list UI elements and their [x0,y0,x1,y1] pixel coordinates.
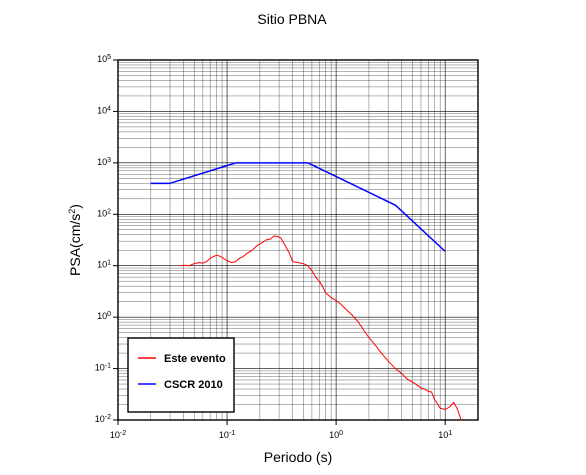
y-axis-title-end: ) [67,204,83,209]
legend-label-cscr-2010: CSCR 2010 [164,379,223,391]
y-axis-title-main: PSA(cm/s [67,214,83,276]
y-tick-labels: 10-2 10-1 100 101 102 103 104 105 [95,54,111,425]
y-axis-title-superscript: 2 [67,209,77,214]
y-tick-label: 100 [97,311,111,322]
x-axis-title: Periodo (s) [264,449,332,465]
y-axis-title: PSA(cm/s2) [67,204,83,276]
x-tick-label: 101 [438,430,452,441]
y-tick-label: 10-2 [95,414,111,425]
x-tick-label: 10-2 [110,430,126,441]
y-tick-label: 10-1 [95,362,111,373]
y-tick-label: 101 [97,259,111,270]
legend-box [127,337,235,413]
y-tick-label: 104 [97,105,111,116]
y-tick-label: 105 [97,54,111,65]
series-line-cscr-2010 [150,162,446,252]
chart-title: Sitio PBNA [257,11,327,27]
x-tick-label: 100 [329,430,343,441]
y-tick-label: 102 [97,208,111,219]
series-line-este-evento [179,235,462,421]
x-tick-label: 10-1 [219,430,235,441]
legend-label-este-evento: Este evento [164,353,226,365]
plot-frame [117,59,479,421]
y-tick-label: 103 [97,156,111,167]
axis-ticks [113,59,446,425]
series-layer [150,162,462,421]
x-tick-labels: 10-2 10-1 100 101 [110,430,452,441]
legend: Este evento CSCR 2010 [127,337,235,413]
